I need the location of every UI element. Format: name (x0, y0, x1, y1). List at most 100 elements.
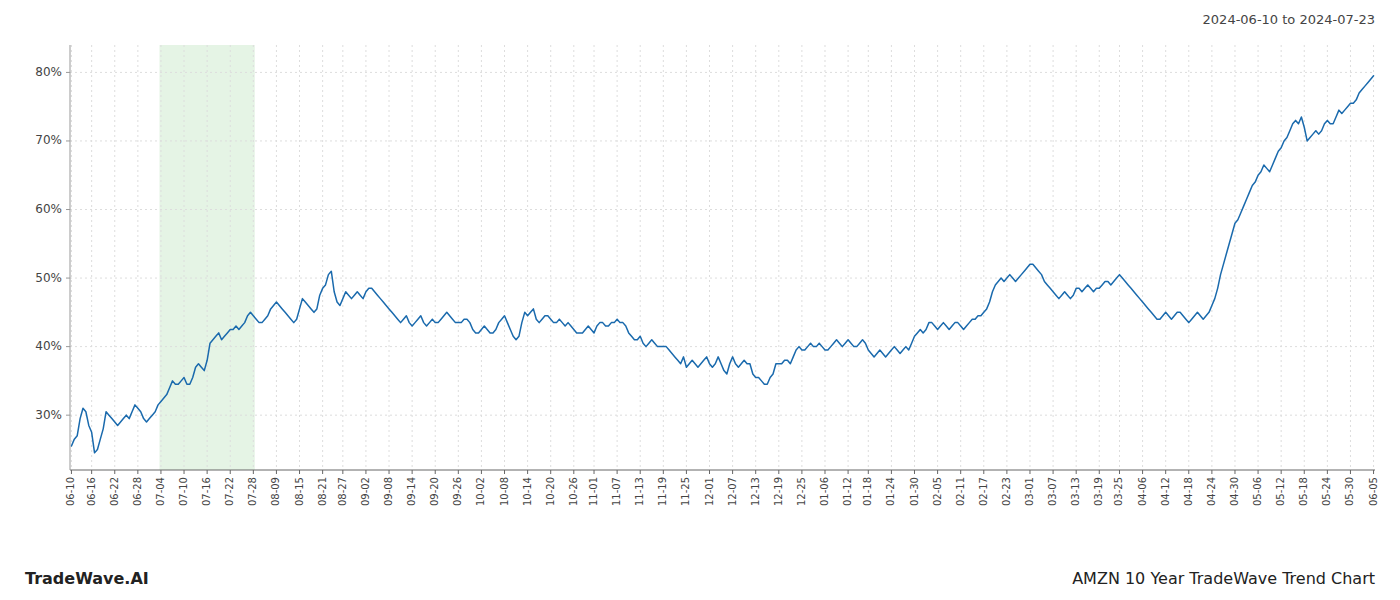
x-tick-label: 07-22 (224, 477, 235, 506)
x-tick-label: 07-04 (155, 477, 166, 506)
x-grid-line (1142, 45, 1143, 470)
x-tick (1373, 470, 1374, 474)
x-grid-line (1304, 45, 1305, 470)
x-tick (412, 470, 413, 474)
y-tick (66, 346, 70, 347)
x-grid-line (1327, 45, 1328, 470)
x-grid-line (71, 45, 72, 470)
x-tick (801, 470, 802, 474)
x-grid-line (594, 45, 595, 470)
x-tick-label: 01-24 (885, 477, 896, 506)
x-tick-label: 09-02 (360, 477, 371, 506)
x-grid-line (1350, 45, 1351, 470)
x-tick-label: 02-17 (978, 477, 989, 506)
x-tick-label: 07-16 (201, 477, 212, 506)
x-tick-label: 11-07 (611, 477, 622, 506)
x-grid-line (253, 45, 254, 470)
x-tick (253, 470, 254, 474)
x-tick (299, 470, 300, 474)
x-tick (732, 470, 733, 474)
x-tick-label: 09-08 (383, 477, 394, 506)
x-grid-line (1234, 45, 1235, 470)
x-tick-label: 07-28 (247, 477, 258, 506)
x-tick-label: 05-18 (1298, 477, 1309, 506)
x-tick-label: 10-02 (475, 477, 486, 506)
x-grid-line (573, 45, 574, 470)
x-grid-line (412, 45, 413, 470)
x-tick (594, 470, 595, 474)
x-tick-label: 12-25 (796, 477, 807, 506)
x-grid-line (732, 45, 733, 470)
x-tick-label: 12-07 (727, 477, 738, 506)
x-tick (914, 470, 915, 474)
y-axis-line (70, 45, 71, 470)
x-tick (891, 470, 892, 474)
x-tick (1258, 470, 1259, 474)
y-tick (66, 72, 70, 73)
x-tick (1234, 470, 1235, 474)
y-grid-line (70, 72, 1375, 73)
x-tick (1188, 470, 1189, 474)
x-tick (937, 470, 938, 474)
x-tick (709, 470, 710, 474)
x-tick-label: 04-06 (1137, 477, 1148, 506)
x-tick (230, 470, 231, 474)
x-tick-label: 06-22 (109, 477, 120, 506)
x-tick (617, 470, 618, 474)
x-grid-line (276, 45, 277, 470)
x-tick-label: 03-19 (1093, 477, 1104, 506)
x-tick-label: 09-26 (452, 477, 463, 506)
x-tick (1281, 470, 1282, 474)
x-grid-line (207, 45, 208, 470)
x-grid-line (709, 45, 710, 470)
x-tick (1029, 470, 1030, 474)
x-grid-line (481, 45, 482, 470)
x-grid-line (435, 45, 436, 470)
x-tick (1099, 470, 1100, 474)
x-tick-label: 12-01 (704, 477, 715, 506)
x-tick (71, 470, 72, 474)
y-tick (66, 415, 70, 416)
x-tick-label: 11-19 (657, 477, 668, 506)
x-tick-label: 06-16 (86, 477, 97, 506)
x-tick (824, 470, 825, 474)
x-grid-line (550, 45, 551, 470)
x-tick-label: 08-21 (317, 477, 328, 506)
x-tick (960, 470, 961, 474)
x-tick-label: 03-25 (1113, 477, 1124, 506)
x-tick-label: 05-30 (1344, 477, 1355, 506)
x-tick-label: 02-23 (1001, 477, 1012, 506)
x-tick (640, 470, 641, 474)
x-tick (1053, 470, 1054, 474)
x-grid-line (1053, 45, 1054, 470)
x-tick (550, 470, 551, 474)
x-tick-label: 03-01 (1024, 477, 1035, 506)
x-grid-line (1165, 45, 1166, 470)
x-tick (184, 470, 185, 474)
x-grid-line (640, 45, 641, 470)
x-tick-label: 04-30 (1229, 477, 1240, 506)
x-tick (983, 470, 984, 474)
x-tick-label: 12-13 (750, 477, 761, 506)
x-tick-label: 09-14 (406, 477, 417, 506)
x-tick-label: 09-20 (429, 477, 440, 506)
x-grid-line (114, 45, 115, 470)
x-grid-line (299, 45, 300, 470)
grid (70, 45, 1375, 470)
x-tick-label: 08-09 (270, 477, 281, 506)
x-tick-label: 10-20 (545, 477, 556, 506)
x-tick (114, 470, 115, 474)
x-tick-label: 11-01 (588, 477, 599, 506)
trend-line (71, 76, 1373, 453)
x-grid-line (365, 45, 366, 470)
y-tick-label: 60% (35, 202, 62, 216)
x-grid-line (389, 45, 390, 470)
x-grid-line (137, 45, 138, 470)
x-tick-label: 10-08 (499, 477, 510, 506)
x-grid-line (1119, 45, 1120, 470)
x-tick (663, 470, 664, 474)
x-tick (778, 470, 779, 474)
x-grid-line (755, 45, 756, 470)
x-tick-label: 06-10 (65, 477, 76, 506)
x-grid-line (960, 45, 961, 470)
